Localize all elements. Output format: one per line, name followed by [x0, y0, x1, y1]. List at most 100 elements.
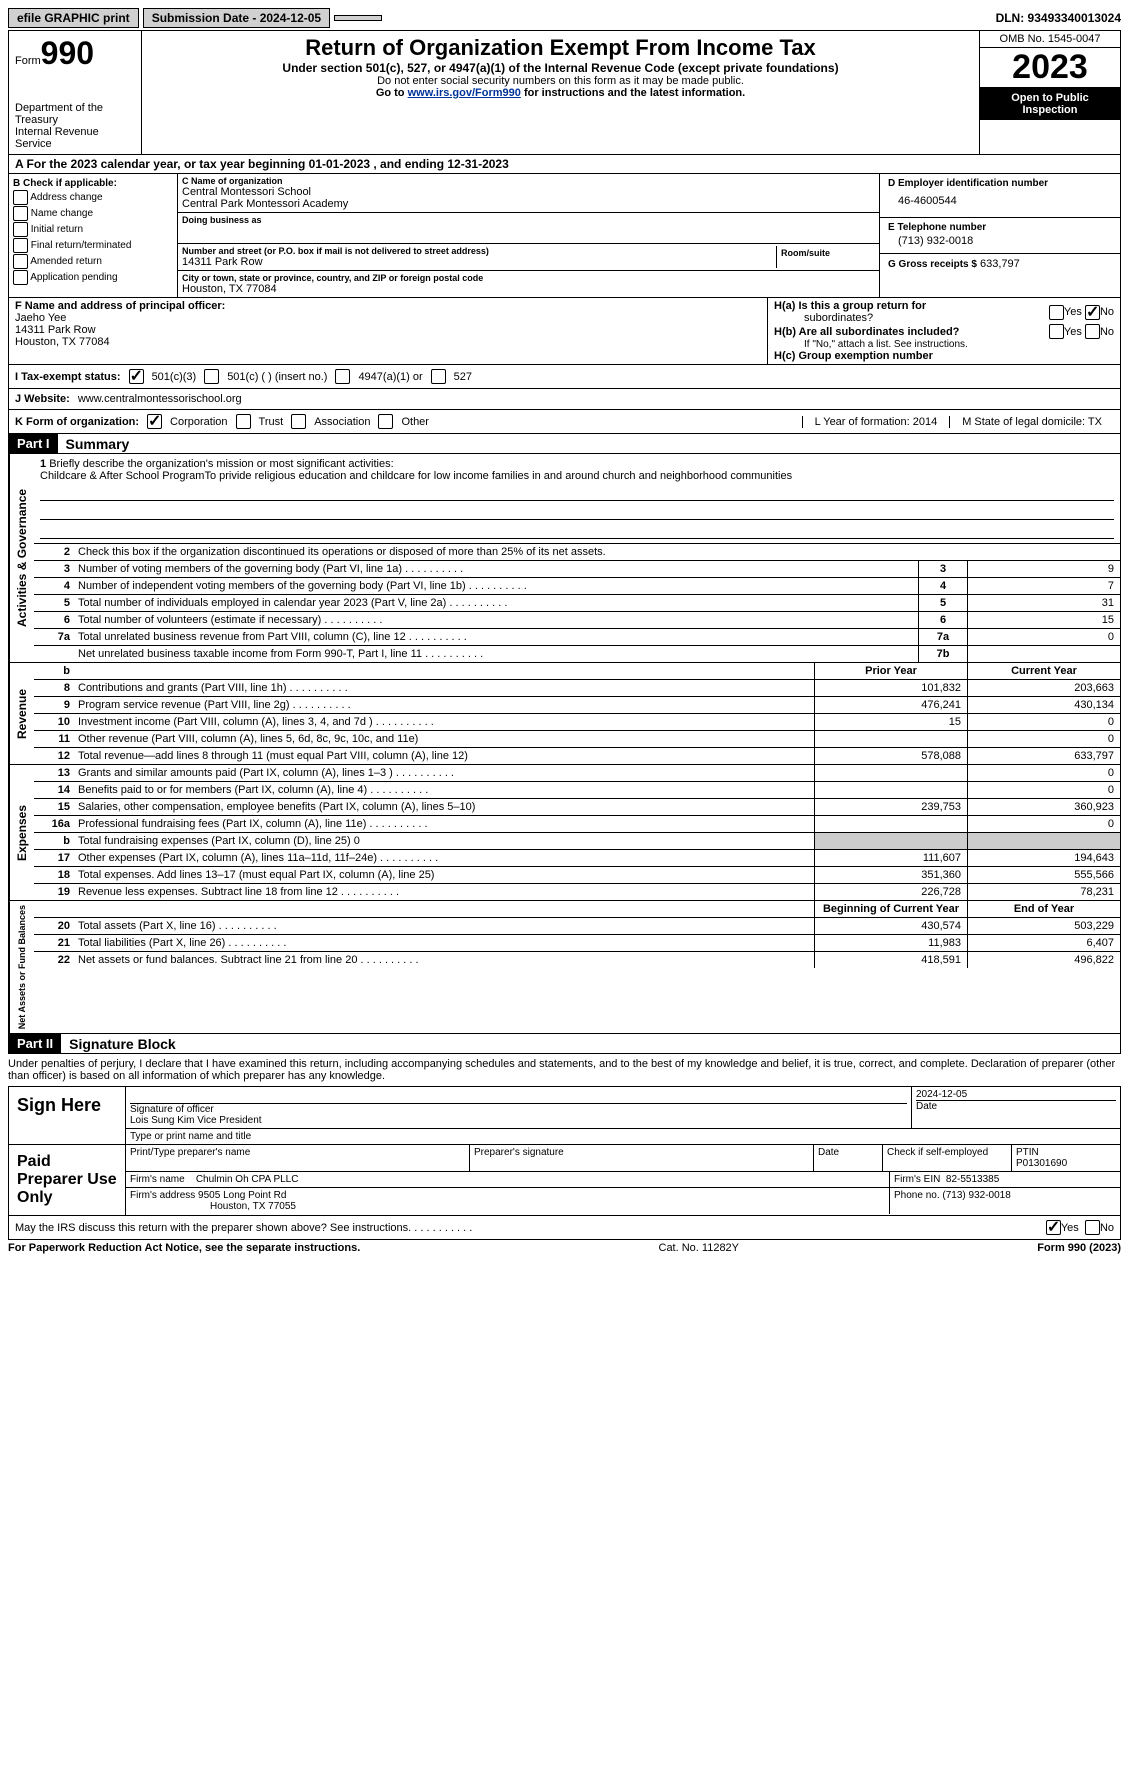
officer-signed-name: Lois Sung Kim Vice President: [130, 1115, 907, 1126]
assoc-check[interactable]: [291, 414, 306, 429]
line5-val: 31: [967, 595, 1120, 611]
gross-value: 633,797: [980, 258, 1020, 270]
dln-text: DLN: 93493340013024: [996, 11, 1121, 25]
sign-here-label: Sign Here: [9, 1087, 126, 1144]
section-fh: F Name and address of principal officer:…: [8, 297, 1121, 365]
line17-prior: 111,607: [814, 850, 967, 866]
line9-prior: 476,241: [814, 697, 967, 713]
line19-desc: Revenue less expenses. Subtract line 18 …: [74, 884, 814, 900]
officer-addr1: 14311 Park Row: [15, 324, 761, 336]
paid-preparer-block: Paid Preparer Use Only Print/Type prepar…: [8, 1145, 1121, 1216]
officer-label: F Name and address of principal officer:: [15, 300, 761, 312]
perjury-note: Under penalties of perjury, I declare th…: [8, 1054, 1121, 1087]
line11-prior: [814, 731, 967, 747]
corp-check[interactable]: [147, 414, 162, 429]
netassets-section: Net Assets or Fund Balances Beginning of…: [8, 901, 1121, 1034]
efile-button[interactable]: efile GRAPHIC print: [8, 8, 139, 28]
line11-desc: Other revenue (Part VIII, column (A), li…: [74, 731, 814, 747]
trust-check[interactable]: [236, 414, 251, 429]
line20-desc: Total assets (Part X, line 16): [74, 918, 814, 934]
discuss-no[interactable]: [1085, 1220, 1100, 1235]
blank-button[interactable]: [334, 15, 382, 21]
part1-label: Part I: [9, 434, 58, 453]
sign-date: 2024-12-05: [916, 1089, 1116, 1100]
section-bcd: B Check if applicable: Address change Na…: [8, 174, 1121, 297]
line3-val: 9: [967, 561, 1120, 577]
line14-curr: 0: [967, 782, 1120, 798]
line12-curr: 633,797: [967, 748, 1120, 764]
line5-desc: Total number of individuals employed in …: [74, 595, 918, 611]
hb-yes[interactable]: [1049, 324, 1064, 339]
check-name[interactable]: Name change: [13, 206, 173, 221]
hb-no[interactable]: [1085, 324, 1100, 339]
line2-desc: Check this box if the organization disco…: [78, 546, 606, 558]
other-check[interactable]: [378, 414, 393, 429]
part2-header: Part II Signature Block: [8, 1034, 1121, 1054]
line14-desc: Benefits paid to or for members (Part IX…: [74, 782, 814, 798]
line14-prior: [814, 782, 967, 798]
501c3-check[interactable]: [129, 369, 144, 384]
ha-yes[interactable]: [1049, 305, 1064, 320]
ein-label: D Employer identification number: [888, 178, 1112, 189]
ha-no[interactable]: [1085, 305, 1100, 320]
check-initial[interactable]: Initial return: [13, 222, 173, 237]
begin-year-hdr: Beginning of Current Year: [814, 901, 967, 917]
prior-year-hdr: Prior Year: [814, 663, 967, 679]
website-label: J Website:: [15, 393, 70, 405]
line15-prior: 239,753: [814, 799, 967, 815]
omb-number: OMB No. 1545-0047: [980, 31, 1120, 48]
line20-prior: 430,574: [814, 918, 967, 934]
discuss-yes[interactable]: [1046, 1220, 1061, 1235]
check-pending[interactable]: Application pending: [13, 270, 173, 285]
firm-phone-label: Phone no.: [894, 1190, 940, 1201]
preparer-name-label: Print/Type preparer's name: [126, 1145, 470, 1171]
org-name2: Central Park Montessori Academy: [182, 198, 875, 210]
row-j: J Website: www.centralmontessorischool.o…: [8, 389, 1121, 410]
line13-prior: [814, 765, 967, 781]
part1-header: Part I Summary: [8, 434, 1121, 454]
ptin-value: P01301690: [1016, 1158, 1067, 1169]
preparer-date-label: Date: [814, 1145, 883, 1171]
goto-suffix: for instructions and the latest informat…: [521, 87, 745, 99]
officer-name: Jaeho Yee: [15, 312, 761, 324]
website-value: www.centralmontessorischool.org: [78, 393, 242, 405]
line22-prior: 418,591: [814, 952, 967, 968]
form-org-label: K Form of organization:: [15, 416, 139, 428]
firm-phone: (713) 932-0018: [942, 1190, 1010, 1201]
line18-desc: Total expenses. Add lines 13–17 (must eq…: [74, 867, 814, 883]
date-label: Date: [916, 1100, 1116, 1112]
hb-label: H(b) Are all subordinates included?: [774, 326, 959, 338]
check-final[interactable]: Final return/terminated: [13, 238, 173, 253]
line6-desc: Total number of volunteers (estimate if …: [74, 612, 918, 628]
irs-link[interactable]: www.irs.gov/Form990: [408, 87, 521, 99]
check-address[interactable]: Address change: [13, 190, 173, 205]
mission-label: Briefly describe the organization's miss…: [49, 458, 393, 470]
line22-desc: Net assets or fund balances. Subtract li…: [74, 952, 814, 968]
governance-section: Activities & Governance 1 Briefly descri…: [8, 454, 1121, 663]
form-header: Form990 Department of the Treasury Inter…: [8, 30, 1121, 155]
line15-curr: 360,923: [967, 799, 1120, 815]
dba-label: Doing business as: [182, 215, 875, 225]
4947-check[interactable]: [335, 369, 350, 384]
part2-label: Part II: [9, 1034, 61, 1053]
form-footer: Form 990 (2023): [1037, 1242, 1121, 1254]
self-employed-check: Check if self-employed: [883, 1145, 1012, 1171]
501c-check[interactable]: [204, 369, 219, 384]
gross-label: G Gross receipts $: [888, 259, 977, 270]
line8-curr: 203,663: [967, 680, 1120, 696]
line16a-desc: Professional fundraising fees (Part IX, …: [74, 816, 814, 832]
line18-curr: 555,566: [967, 867, 1120, 883]
527-check[interactable]: [431, 369, 446, 384]
submission-button[interactable]: Submission Date - 2024-12-05: [143, 8, 330, 28]
part2-title: Signature Block: [61, 1036, 176, 1052]
sig-officer-label: Signature of officer: [130, 1104, 907, 1115]
line6-val: 15: [967, 612, 1120, 628]
line8-desc: Contributions and grants (Part VIII, lin…: [74, 680, 814, 696]
street-addr: 14311 Park Row: [182, 256, 776, 268]
ptin-label: PTIN: [1016, 1147, 1039, 1158]
line21-desc: Total liabilities (Part X, line 26): [74, 935, 814, 951]
line21-curr: 6,407: [967, 935, 1120, 951]
line19-curr: 78,231: [967, 884, 1120, 900]
ein-value: 46-4600544: [888, 189, 1112, 213]
check-amended[interactable]: Amended return: [13, 254, 173, 269]
